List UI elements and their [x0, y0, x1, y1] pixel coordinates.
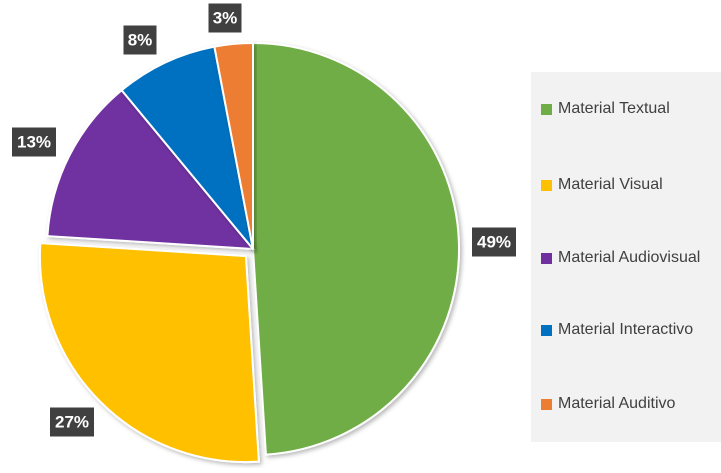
pie-slice-material-interactivo — [120, 45, 254, 250]
data-label-text: 27% — [55, 412, 89, 431]
legend-label: Material Visual — [558, 176, 663, 193]
data-label-material-interactivo: 8% — [122, 24, 158, 56]
pie-slice-material-audiovisual — [46, 88, 256, 251]
legend-label: Material Interactivo — [558, 321, 694, 338]
pie-slice-material-auditivo — [213, 41, 254, 250]
data-label-text: 8% — [128, 30, 153, 49]
pie-slice-material-visual — [38, 242, 260, 464]
data-label-box — [471, 226, 517, 258]
data-label-text: 49% — [477, 232, 511, 251]
data-label-material-visual: 27% — [49, 406, 95, 438]
data-label-box — [122, 24, 158, 56]
legend-item-material-auditivo: Material Auditivo — [541, 393, 675, 415]
legend-swatch — [541, 252, 552, 264]
data-label-box — [11, 126, 57, 158]
data-label-text: 3% — [213, 8, 238, 27]
legend-label: Material Auditivo — [558, 395, 676, 412]
data-label-material-auditivo: 3% — [207, 2, 243, 34]
legend-item-material-visual: Material Visual — [541, 174, 663, 196]
legend: Material Textual Material Visual Material … — [531, 72, 721, 442]
legend-label: Material Audiovisual — [558, 249, 701, 266]
data-label-material-textual: 49% — [471, 226, 517, 258]
pie-slices — [38, 41, 460, 464]
legend-swatch — [541, 398, 552, 410]
data-label-box — [49, 406, 95, 438]
data-label-material-audiovisual: 13% — [11, 126, 57, 158]
legend-item-material-interactivo: Material Interactivo — [541, 319, 693, 341]
pie-slice-material-textual — [252, 41, 460, 456]
legend-label: Material Textual — [558, 100, 670, 117]
legend-item-material-audiovisual: Material Audiovisual — [541, 247, 700, 269]
legend-item-material-textual: Material Textual — [541, 98, 670, 120]
legend-swatch — [541, 103, 552, 115]
legend-swatch — [541, 179, 552, 191]
pie-data-labels: 49% 27% 13% 8% 3% — [11, 2, 517, 438]
data-label-box — [207, 2, 243, 34]
data-label-text: 13% — [17, 132, 51, 151]
legend-swatch — [541, 324, 552, 336]
